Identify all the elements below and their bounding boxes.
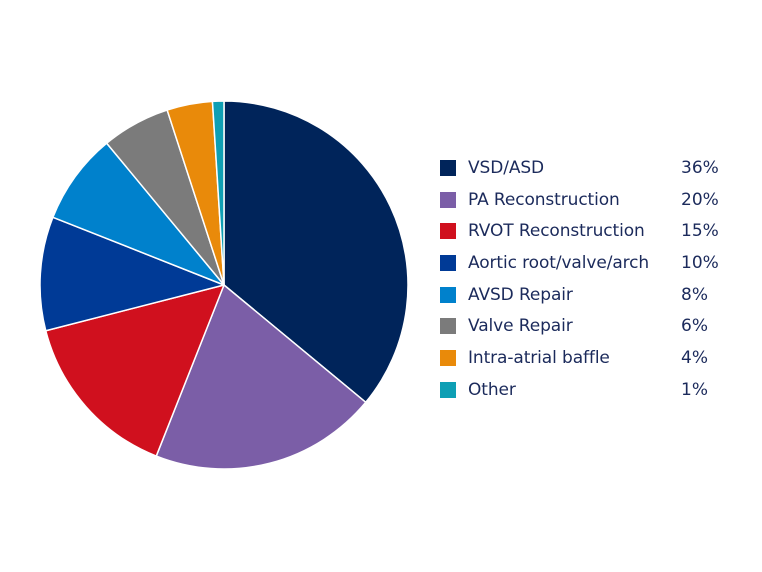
pie-slice-avsd-repair — [52, 142, 225, 286]
legend-label: AVSD Repair — [468, 284, 573, 305]
legend-item: PA Reconstruction 20% — [440, 184, 740, 216]
legend-label: VSD/ASD — [468, 157, 545, 178]
pie-slice-aortic-root-valve-arch — [39, 216, 225, 332]
legend-swatch — [440, 349, 456, 366]
legend-swatch — [440, 254, 456, 271]
legend-swatch — [440, 191, 456, 208]
legend-value: 10% — [681, 252, 719, 273]
chart-legend: VSD/ASD 36% PA Reconstruction 20% RVOT Recon… — [440, 152, 740, 406]
legend-label: Other — [468, 379, 516, 400]
legend-value: 4% — [681, 347, 708, 368]
legend-value: 15% — [681, 221, 719, 242]
legend-value: 8% — [681, 284, 708, 305]
legend-value: 20% — [681, 189, 719, 210]
legend-item: Intra-atrial baffle 4% — [440, 342, 740, 374]
legend-label: Intra-atrial baffle — [468, 347, 610, 368]
legend-swatch — [440, 286, 456, 303]
legend-swatch — [440, 381, 456, 398]
legend-value: 1% — [681, 379, 708, 400]
legend-item: RVOT Reconstruction 15% — [440, 215, 740, 247]
legend-item: Other 1% — [440, 374, 740, 406]
legend-label: PA Reconstruction — [468, 189, 620, 210]
pie-slice-pa-reconstruction — [155, 284, 367, 470]
legend-swatch — [440, 159, 456, 176]
pie-slice-other — [211, 100, 225, 286]
pie-slice-vsd-asd — [223, 100, 409, 404]
legend-swatch — [440, 318, 456, 335]
legend-swatch — [440, 223, 456, 240]
legend-item: VSD/ASD 36% — [440, 152, 740, 184]
legend-label: RVOT Reconstruction — [468, 221, 645, 242]
legend-item: Aortic root/valve/arch 10% — [440, 247, 740, 279]
legend-label: Aortic root/valve/arch — [468, 252, 650, 273]
legend-value: 6% — [681, 316, 708, 337]
pie-slice-rvot-reconstruction — [45, 284, 225, 457]
legend-value: 36% — [681, 157, 719, 178]
legend-label: Valve Repair — [468, 316, 573, 337]
legend-item: AVSD Repair 8% — [440, 279, 740, 311]
legend-item: Valve Repair 6% — [440, 310, 740, 342]
